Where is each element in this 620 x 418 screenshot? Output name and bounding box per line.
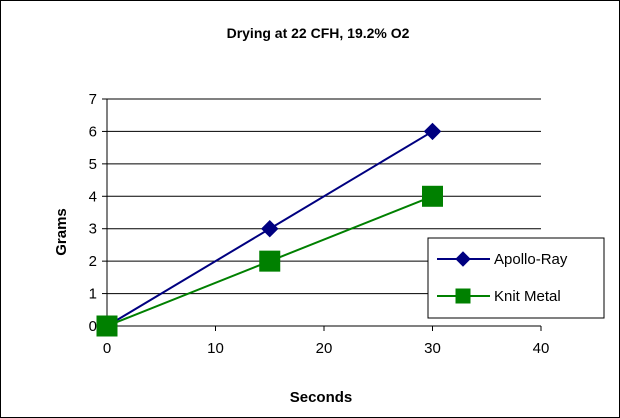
y-tick-label: 0 <box>89 318 97 335</box>
data-point <box>261 220 279 238</box>
data-point <box>96 315 118 337</box>
series-knit-metal <box>96 185 443 337</box>
legend-items: Apollo-Ray Knit Metal <box>437 251 568 305</box>
legend: Apollo-Ray Knit Metal <box>427 237 605 319</box>
legend-marker <box>455 288 471 304</box>
x-tick-label: 20 <box>316 340 333 357</box>
y-tick-label: 3 <box>89 221 97 238</box>
y-tick-label: 6 <box>89 123 97 140</box>
chart-title: Drying at 22 CFH, 19.2% O2 <box>227 25 410 41</box>
legend-label: Knit Metal <box>494 288 561 305</box>
x-axis-title: Seconds <box>290 389 353 406</box>
legend-box <box>427 237 605 319</box>
y-tick-label: 4 <box>89 188 97 205</box>
x-tick-label: 30 <box>424 340 441 357</box>
series-layer <box>96 122 443 337</box>
data-point <box>259 250 281 272</box>
y-tick-label: 7 <box>89 91 97 108</box>
y-tick-label: 2 <box>89 253 97 270</box>
gridlines <box>107 98 541 295</box>
x-tick-label: 40 <box>533 340 550 357</box>
tick-labels: 0 1 2 3 4 5 6 7 0 10 20 30 40 <box>89 91 550 357</box>
x-tick-label: 0 <box>103 340 111 357</box>
data-point <box>423 122 442 141</box>
data-point <box>422 185 443 207</box>
y-axis-title: Grams <box>53 208 70 256</box>
legend-marker <box>455 251 471 267</box>
legend-entry: Apollo-Ray <box>437 251 568 268</box>
y-tick-label: 5 <box>89 156 97 173</box>
y-tick-label: 1 <box>89 286 97 303</box>
legend-entry: Knit Metal <box>437 288 561 305</box>
x-tick-label: 10 <box>207 340 224 357</box>
legend-label: Apollo-Ray <box>494 251 568 268</box>
